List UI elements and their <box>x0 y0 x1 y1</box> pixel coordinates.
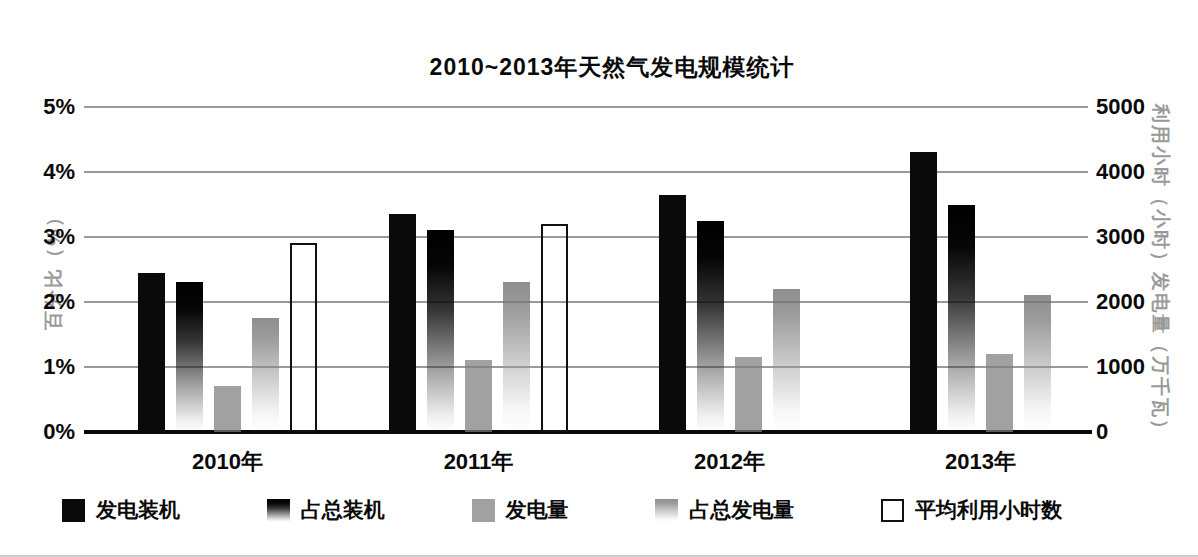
chart-title: 2010~2013年天然气发电规模统计 <box>96 52 1128 83</box>
x-label-2013: 2013年 <box>855 447 1106 477</box>
right-axis-tick: 2000 <box>1096 291 1145 313</box>
right-axis-title: 利用小时（小时）发电量（万千瓦） <box>1147 104 1173 440</box>
legend-label: 发电装机 <box>96 496 180 524</box>
left-axis-tick: 1% <box>43 356 75 378</box>
legend-swatch-icon <box>62 499 85 522</box>
left-axis-tick: 2% <box>43 291 75 313</box>
x-label-2010: 2010年 <box>102 447 353 477</box>
x-label-2011: 2011年 <box>353 447 604 477</box>
bar-占总发电量-2012 <box>773 289 800 432</box>
bar-占总装机-2013 <box>948 205 975 432</box>
bar-group-2010 <box>102 107 353 432</box>
legend-swatch-icon <box>655 499 678 522</box>
x-label-2012: 2012年 <box>604 447 855 477</box>
bar-发电量-2012 <box>735 357 762 432</box>
bar-发电量-2010 <box>214 386 241 432</box>
bar-占总发电量-2013 <box>1024 295 1051 432</box>
bar-发电装机-2013 <box>910 152 937 432</box>
right-axis-tick: 4000 <box>1096 161 1145 183</box>
bar-平均利用小时数-2011 <box>541 224 568 432</box>
right-axis-tick: 3000 <box>1096 226 1145 248</box>
legend-swatch-icon <box>472 499 495 522</box>
left-axis-tick: 4% <box>43 161 75 183</box>
left-axis-tick: 0% <box>43 421 75 443</box>
bar-占总发电量-2011 <box>503 282 530 432</box>
left-axis-tick: 5% <box>43 96 75 118</box>
bar-占总装机-2011 <box>427 230 454 432</box>
legend-label: 占总发电量 <box>689 496 794 524</box>
legend-item-占总发电量: 占总发电量 <box>655 496 794 524</box>
bar-group-2013 <box>855 107 1106 432</box>
bar-占总装机-2010 <box>176 282 203 432</box>
bar-占总发电量-2010 <box>252 318 279 432</box>
legend: 发电装机 占总装机 发电量 占总发电量 平均利用小时数 <box>62 496 1062 524</box>
bar-发电装机-2010 <box>138 273 165 432</box>
bar-groups <box>84 107 1088 432</box>
bar-发电量-2011 <box>465 360 492 432</box>
legend-swatch-icon <box>881 499 904 522</box>
legend-label: 占总装机 <box>301 496 385 524</box>
plot-area <box>84 107 1088 432</box>
bar-group-2011 <box>353 107 604 432</box>
x-axis-labels: 2010年2011年2012年2013年 <box>84 447 1088 477</box>
bar-平均利用小时数-2010 <box>290 243 317 432</box>
bar-占总装机-2012 <box>697 221 724 432</box>
right-axis-tick: 5000 <box>1096 96 1145 118</box>
legend-item-占总装机: 占总装机 <box>267 496 385 524</box>
legend-item-发电量: 发电量 <box>472 496 569 524</box>
right-axis-tick: 1000 <box>1096 356 1145 378</box>
legend-label: 发电量 <box>506 496 569 524</box>
right-axis-tick: 0 <box>1096 421 1108 443</box>
bar-发电装机-2012 <box>659 195 686 432</box>
bar-group-2012 <box>604 107 855 432</box>
bar-发电装机-2011 <box>389 214 416 432</box>
legend-swatch-icon <box>267 499 290 522</box>
legend-label: 平均利用小时数 <box>915 496 1062 524</box>
legend-item-平均利用小时数: 平均利用小时数 <box>881 496 1062 524</box>
left-axis-tick: 3% <box>43 226 75 248</box>
chart-canvas: 2010~2013年天然气发电规模统计 百分比（%） 利用小时（小时）发电量（万… <box>0 0 1198 557</box>
legend-item-发电装机: 发电装机 <box>62 496 180 524</box>
bar-发电量-2013 <box>986 354 1013 432</box>
